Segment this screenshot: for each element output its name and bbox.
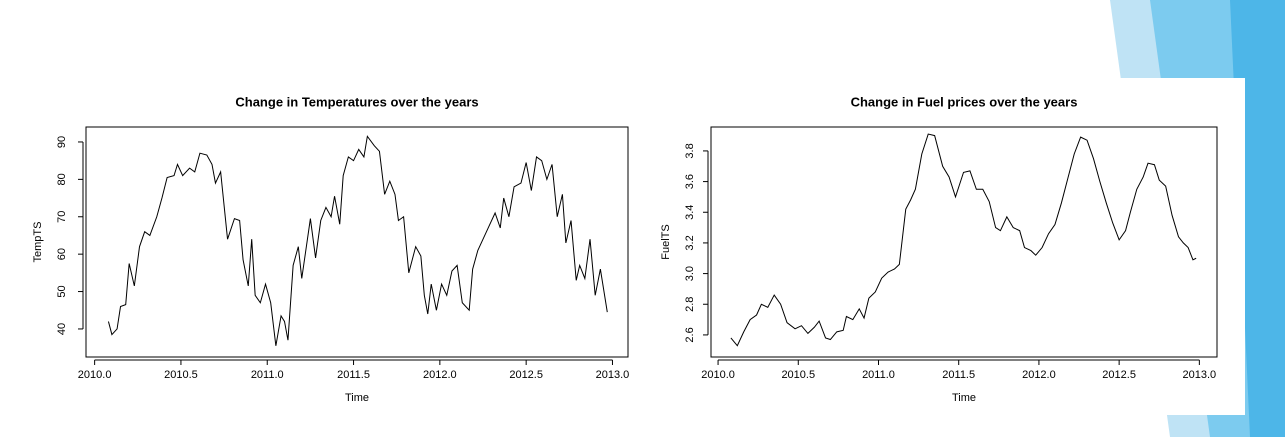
y-axis-label: FuelTS bbox=[660, 224, 672, 259]
y-tick-label: 40 bbox=[56, 323, 68, 335]
x-axis-label: Time bbox=[952, 392, 976, 404]
y-tick-label: 80 bbox=[56, 173, 68, 185]
y-tick-label: 3.2 bbox=[684, 235, 696, 250]
x-tick-label: 2011.0 bbox=[862, 369, 895, 381]
chart-title: Change in Temperatures over the years bbox=[235, 94, 478, 109]
y-tick-label: 3.6 bbox=[684, 174, 696, 189]
x-tick-label: 2010.5 bbox=[781, 369, 815, 381]
x-tick-label: 2010.0 bbox=[78, 369, 112, 381]
y-tick-label: 50 bbox=[56, 285, 68, 297]
y-tick-label: 3.0 bbox=[684, 266, 696, 281]
x-tick-label: 2012.0 bbox=[1022, 369, 1056, 381]
y-tick-label: 3.4 bbox=[684, 205, 696, 220]
x-tick-label: 2011.5 bbox=[942, 369, 975, 381]
x-tick-label: 2011.5 bbox=[337, 369, 370, 381]
x-tick-label: 2012.5 bbox=[509, 369, 543, 381]
x-tick-label: 2013.0 bbox=[596, 369, 630, 381]
line bbox=[730, 133, 1197, 347]
y-tick-label: 70 bbox=[56, 211, 68, 223]
x-tick-label: 2011.0 bbox=[251, 369, 284, 381]
chart-title: Change in Fuel prices over the years bbox=[851, 94, 1078, 109]
x-tick-label: 2010.5 bbox=[164, 369, 198, 381]
plot-frame bbox=[710, 126, 1218, 358]
line bbox=[107, 135, 608, 346]
y-tick-label: 3.8 bbox=[684, 143, 696, 158]
x-tick-label: 2012.5 bbox=[1102, 369, 1136, 381]
x-tick-label: 2013.0 bbox=[1183, 369, 1217, 381]
x-tick-label: 2010.0 bbox=[701, 369, 735, 381]
y-tick-label: 60 bbox=[56, 248, 68, 260]
y-tick-label: 2.8 bbox=[684, 297, 696, 312]
y-tick-label: 2.6 bbox=[684, 327, 696, 342]
y-axis-label: TempTS bbox=[32, 222, 44, 263]
y-tick-label: 90 bbox=[56, 136, 68, 148]
x-tick-label: 2012.0 bbox=[423, 369, 457, 381]
plot-frame bbox=[85, 126, 629, 358]
panel bbox=[640, 78, 1245, 415]
x-axis-label: Time bbox=[345, 392, 369, 404]
